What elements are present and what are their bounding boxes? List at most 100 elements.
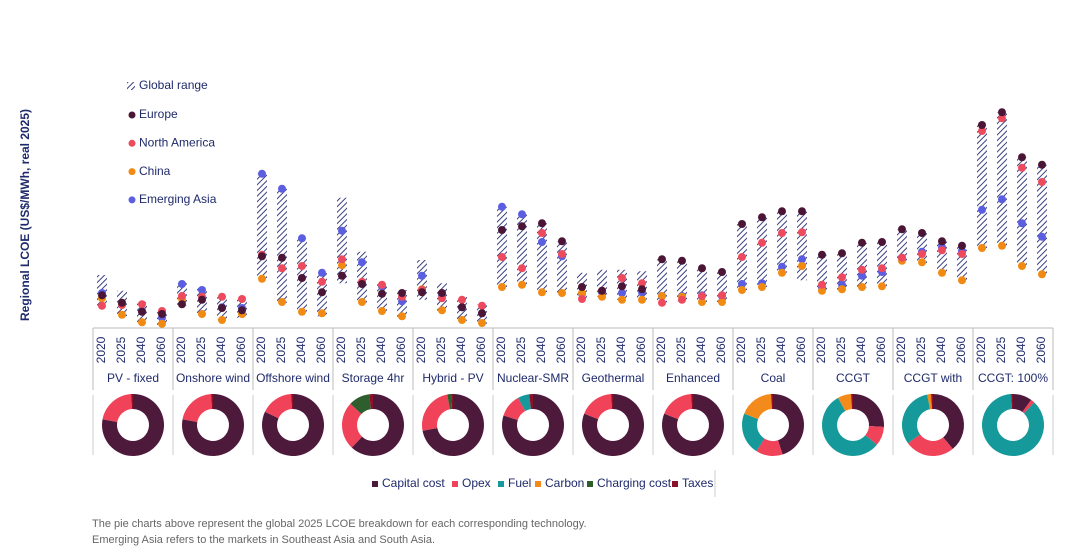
year-label: 2020 [494,336,508,363]
technology-label: CCGT: 100% [978,371,1048,385]
region-dot [478,309,486,318]
region-dot [858,271,866,280]
region-dot [218,304,226,312]
region-dot [458,295,466,304]
region-dot [358,298,366,306]
region-dot [838,273,846,282]
pie-slice [853,394,884,427]
region-dot [358,280,366,288]
year-label: 2025 [434,336,448,363]
region-dot [558,237,566,246]
pie-slice [982,394,1044,456]
region-dot [118,310,126,319]
pie-slice [369,394,373,410]
pie-slice [501,394,564,456]
pie-slice [662,394,725,456]
region-dot [618,274,626,282]
region-dot [998,114,1006,123]
region-dot [1018,219,1026,228]
region-dot [758,213,766,222]
region-dot [298,307,306,316]
year-label: 2025 [674,336,688,363]
region-dot [978,121,986,129]
region-dot [958,250,966,258]
year-label: 2060 [1034,336,1048,363]
region-dot [538,288,546,297]
pie-slice [451,394,453,410]
legend-label: Global range [139,78,208,92]
year-label: 2020 [974,336,988,363]
range-bar [677,260,687,302]
pie-slice [838,394,852,411]
pie-slice [503,397,526,421]
region-dot [458,316,466,324]
region-dot [658,292,666,300]
technology-label: CCGT [836,371,871,385]
pie-slice [211,394,213,410]
year-label: 2060 [554,336,568,363]
region-dot [838,285,846,294]
pie-slice [821,397,877,456]
region-dot [178,280,186,288]
pie-slice [1013,394,1032,413]
region-dot [498,202,506,211]
pie-slice [664,394,692,420]
range-bar [757,217,767,287]
year-label: 2020 [414,336,428,363]
region-dot [238,295,246,303]
region-dot [98,291,106,300]
technology-label: Offshore wind [256,371,330,385]
region-dot [318,268,326,277]
pie-slice [518,394,531,411]
year-label: 2025 [194,336,208,363]
technology-label: PV - fixed [107,371,159,385]
year-label: 2040 [454,336,468,363]
pie-slice [927,394,932,410]
region-dot [758,238,766,247]
region-dot [878,238,886,246]
year-label: 2060 [954,336,968,363]
pie-slice [264,394,292,419]
pie-slice [582,394,645,456]
region-dot [978,205,986,214]
range-bar [977,125,987,248]
region-dot [958,241,966,250]
pie-slice [1011,394,1013,410]
legend-label: Fuel [508,476,531,490]
range-bar [1037,164,1047,275]
year-label: 2060 [154,336,168,363]
region-dot [478,319,486,327]
region-dot [858,238,866,247]
region-dot [598,286,606,295]
pie-slice [771,394,773,410]
year-label: 2040 [134,336,148,363]
legend-label: Carbon [545,476,584,490]
legend-swatch [672,481,678,487]
technology-label: Coal [761,371,786,385]
year-label: 2025 [594,336,608,363]
region-dot [198,295,206,304]
pie-slice [182,394,212,423]
region-dot [718,268,726,276]
region-dot [918,250,926,258]
region-dot [878,264,886,273]
region-dot [138,300,146,309]
range-bar [357,251,367,303]
range-bar [1017,157,1027,266]
legend-swatch [498,481,504,487]
region-dot [938,268,946,277]
region-dot [798,255,806,264]
legend-swatch [372,481,378,487]
region-dot [258,274,266,283]
region-dot [1018,153,1026,162]
region-dot [278,184,286,193]
y-axis-label: Regional LCOE (US$/MWh, real 2025) [18,109,32,321]
year-label: 2025 [354,336,368,363]
region-dot [278,264,286,273]
pie-slice [611,394,613,410]
region-dot [338,255,346,264]
region-dot [138,307,146,316]
region-dot [618,282,626,291]
range-bar [837,253,847,290]
pie-slice [773,394,804,455]
